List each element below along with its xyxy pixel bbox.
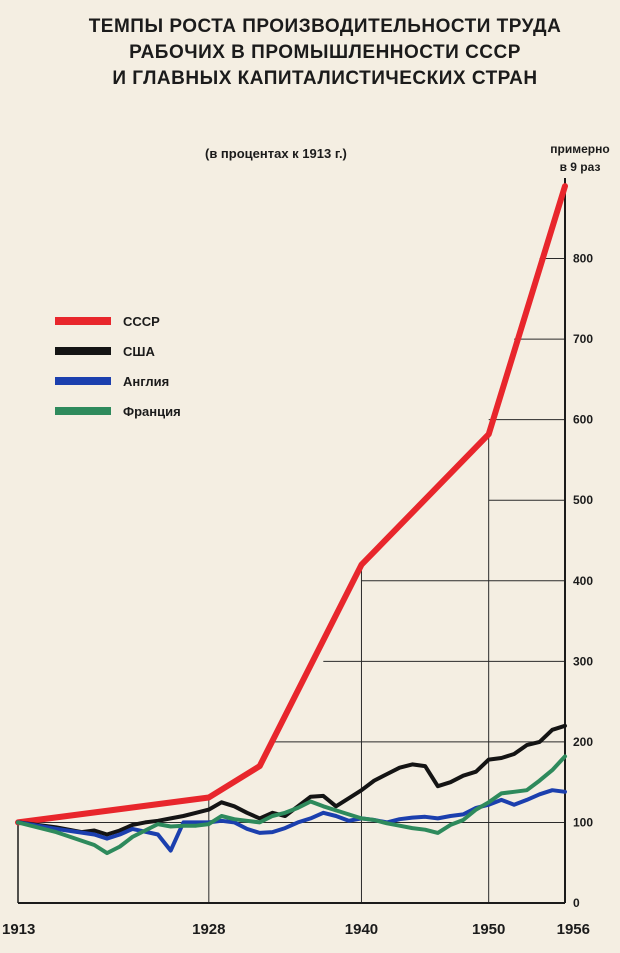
legend-label-1: США xyxy=(123,343,155,359)
legend-swatch-1 xyxy=(55,347,111,355)
y-tick-label-400: 400 xyxy=(573,574,593,588)
y-tick-label-100: 100 xyxy=(573,815,593,829)
y-tick-label-700: 700 xyxy=(573,332,593,346)
y-tick-label-800: 800 xyxy=(573,252,593,266)
peak-annotation: примерно в 9 раз xyxy=(540,140,620,176)
legend-item-1: США xyxy=(55,336,181,366)
grid-layer xyxy=(18,258,565,903)
x-tick-label-1950: 1950 xyxy=(472,921,505,938)
y-tick-label-600: 600 xyxy=(573,413,593,427)
peak-annotation-line-1: примерно xyxy=(550,142,610,156)
y-tick-label-200: 200 xyxy=(573,735,593,749)
chart-subtitle: (в процентах к 1913 г.) xyxy=(205,146,347,161)
chart-title: ТЕМПЫ РОСТА ПРОИЗВОДИТЕЛЬНОСТИ ТРУДА РАБ… xyxy=(30,14,620,92)
x-tick-label-1913: 1913 xyxy=(2,921,35,938)
axis-layer xyxy=(17,178,566,904)
legend-label-2: Англия xyxy=(123,373,170,389)
series-line-3 xyxy=(16,754,567,856)
peak-annotation-line-2: в 9 раз xyxy=(559,160,601,174)
y-tick-label-500: 500 xyxy=(573,493,593,507)
legend-label-3: Франция xyxy=(123,403,181,419)
chart-title-line-1: ТЕМПЫ РОСТА ПРОИЗВОДИТЕЛЬНОСТИ ТРУДА xyxy=(88,16,562,37)
y-tick-label-300: 300 xyxy=(573,654,593,668)
legend: СССР США Англия Франция xyxy=(55,306,181,426)
legend-item-3: Франция xyxy=(55,396,181,426)
series-line-0 xyxy=(15,183,568,826)
series-line-1 xyxy=(16,723,567,837)
legend-item-2: Англия xyxy=(55,366,181,396)
legend-swatch-2 xyxy=(55,377,111,385)
legend-label-0: СССР xyxy=(123,313,160,329)
tick-layer: 0 100 200 300 400 500 600 700 800 1913 1928 1940 195… xyxy=(2,252,593,938)
chart-title-line-2: РАБОЧИХ В ПРОМЫШЛЕННОСТИ СССР xyxy=(129,42,521,63)
series-line-2 xyxy=(16,788,567,853)
chart-title-line-3: И ГЛАВНЫХ КАПИТАЛИСТИЧЕСКИХ СТРАН xyxy=(112,68,538,89)
series-layer xyxy=(15,183,568,856)
x-tick-label-1928: 1928 xyxy=(192,921,225,938)
legend-swatch-3 xyxy=(55,407,111,415)
legend-swatch-0 xyxy=(55,317,111,325)
y-tick-label-0: 0 xyxy=(573,896,580,910)
x-tick-label-1956: 1956 xyxy=(557,921,590,938)
x-tick-label-1940: 1940 xyxy=(345,921,378,938)
legend-item-0: СССР xyxy=(55,306,181,336)
